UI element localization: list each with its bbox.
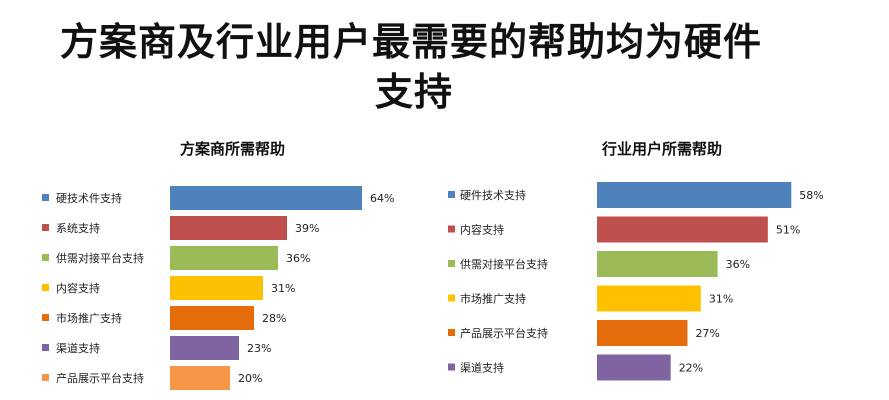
legend-marker (42, 224, 49, 231)
category-label: 市场推广支持 (56, 311, 122, 325)
bar (170, 186, 362, 210)
category-label: 供需对接平台支持 (460, 257, 548, 271)
data-label: 22% (679, 362, 703, 375)
category-label: 产品展示平台支持 (460, 326, 548, 340)
data-label: 36% (286, 252, 310, 265)
data-label: 36% (726, 258, 750, 271)
legend-marker (448, 294, 455, 302)
legend-marker (448, 260, 455, 267)
bar (170, 336, 239, 360)
data-label: 20% (238, 372, 262, 385)
category-label: 市场推广支持 (460, 292, 526, 306)
data-label: 39% (295, 222, 319, 235)
bar (170, 366, 230, 390)
bar-row: 硬技术件支持 64% (42, 186, 394, 210)
category-label: 内容支持 (56, 281, 100, 295)
bar (170, 246, 278, 270)
bar-row: 产品展示平台支持 27% (448, 320, 720, 346)
category-label: 系统支持 (56, 221, 100, 235)
bar (597, 216, 768, 243)
legend-marker (448, 225, 455, 233)
legend-marker (448, 329, 455, 336)
legend-marker (42, 374, 49, 381)
category-label: 供需对接平台支持 (56, 251, 144, 265)
bar-row: 内容支持 51% (448, 216, 800, 243)
data-label: 58% (799, 189, 823, 202)
category-label: 内容支持 (460, 223, 504, 237)
bar (597, 354, 671, 381)
chart-industry-user-needs: 行业用户所需帮助 硬件技术支持 58% 内容支持 51% 供需对接平台支持 36% 市场推广… (444, 0, 889, 400)
data-label: 64% (370, 192, 394, 205)
data-label: 31% (271, 282, 295, 295)
chart-vendor-needs: 方案商所需帮助 硬技术件支持 64% 系统支持 39% 供需对接平台支持 36% 内容支持 3… (0, 0, 444, 400)
bar-row: 渠道支持 22% (448, 354, 703, 381)
bar-row: 市场推广支持 28% (42, 306, 286, 330)
category-label: 渠道支持 (56, 341, 100, 355)
data-label: 31% (709, 293, 733, 306)
bar-row: 产品展示平台支持 20% (42, 366, 262, 390)
bar-row: 硬件技术支持 58% (448, 182, 824, 208)
bar-chart-vendor: 硬技术件支持 64% 系统支持 39% 供需对接平台支持 36% 内容支持 31% 市场推广支持… (42, 186, 394, 390)
category-label: 产品展示平台支持 (56, 371, 144, 385)
headline-line-1: 方案商及行业用户最需要的帮助均为硬件 (60, 20, 763, 64)
chart-title: 行业用户所需帮助 (602, 140, 723, 158)
data-label: 27% (695, 327, 719, 340)
legend-marker (42, 194, 49, 201)
bar (597, 320, 688, 346)
bar (170, 276, 263, 300)
bar (170, 216, 287, 240)
bar (170, 306, 254, 330)
bar (597, 251, 718, 277)
chart-title: 方案商所需帮助 (180, 140, 286, 158)
bar-row: 渠道支持 23% (42, 336, 271, 360)
category-label: 渠道支持 (460, 361, 504, 375)
bar-row: 供需对接平台支持 36% (42, 246, 310, 270)
category-label: 硬技术件支持 (56, 191, 122, 205)
bar-row: 系统支持 39% (42, 216, 319, 240)
legend-marker (42, 314, 49, 321)
bar-row: 内容支持 31% (42, 276, 295, 300)
legend-marker (42, 344, 49, 351)
bar (597, 182, 792, 208)
category-label: 硬件技术支持 (460, 188, 526, 202)
legend-marker (448, 363, 455, 371)
bar (597, 285, 701, 312)
bar-row: 市场推广支持 31% (448, 285, 733, 312)
legend-marker (448, 191, 455, 198)
legend-marker (42, 254, 49, 261)
data-label: 23% (247, 342, 271, 355)
bar-chart-industry: 硬件技术支持 58% 内容支持 51% 供需对接平台支持 36% 市场推广支持 31% 产品展示… (448, 182, 824, 381)
data-label: 51% (776, 224, 800, 237)
legend-marker (42, 284, 49, 291)
bar-row: 供需对接平台支持 36% (448, 251, 750, 277)
data-label: 28% (262, 312, 286, 325)
headline-line-2: 支持 (375, 70, 454, 114)
